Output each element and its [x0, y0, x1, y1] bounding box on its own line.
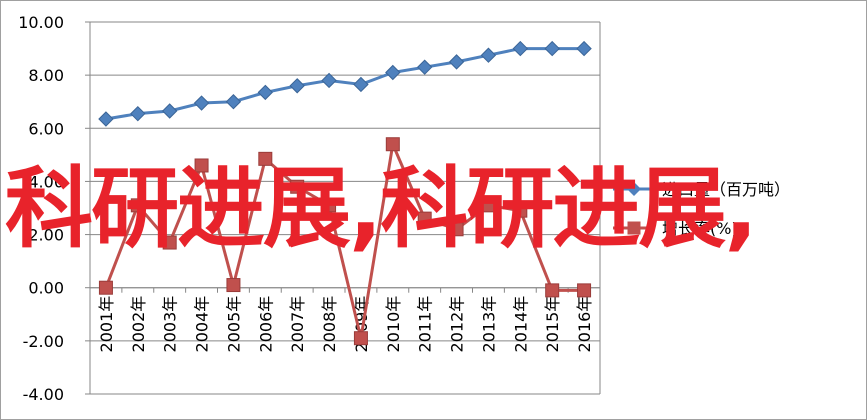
legend-label: 增长率(%) — [662, 219, 738, 238]
series-point — [290, 179, 305, 194]
series-point — [130, 105, 146, 122]
x-tick-label: 2007年 — [288, 296, 307, 353]
x-tick-label: 2012年 — [448, 296, 467, 353]
series-point — [226, 278, 241, 293]
x-tick-label: 2015年 — [543, 296, 562, 353]
series-point — [385, 64, 401, 81]
series-point — [161, 103, 178, 119]
x-tick-label: 2010年 — [384, 296, 403, 353]
y-tick-label: 4.00 — [28, 172, 64, 191]
series-point — [193, 95, 210, 111]
series-point — [98, 111, 114, 127]
series-point — [98, 280, 113, 295]
legend-label: 进口量（百万吨） — [662, 180, 790, 199]
series-point — [480, 47, 497, 63]
legend-marker — [627, 182, 641, 196]
series-point — [417, 211, 432, 226]
series-point — [449, 222, 464, 237]
x-tick-label: 2006年 — [256, 296, 275, 353]
x-tick-label: 2016年 — [575, 296, 594, 353]
y-tick-label: 8.00 — [28, 66, 64, 85]
series-point — [448, 54, 465, 70]
x-tick-label: 2014年 — [511, 296, 530, 353]
series-point — [512, 40, 529, 57]
legend-marker — [627, 221, 641, 235]
overlay-watermark-text: 科研进展,科研进展, — [5, 157, 758, 260]
series-point — [162, 235, 177, 250]
series-point — [225, 94, 242, 110]
series-point — [289, 78, 305, 94]
series-point — [353, 76, 369, 93]
y-tick-label: -2.00 — [23, 332, 64, 351]
series-point — [385, 137, 400, 152]
y-tick-label: 10.00 — [18, 13, 64, 32]
series-point — [576, 40, 592, 57]
series-point — [321, 72, 337, 89]
series-point — [322, 198, 337, 213]
series-point — [577, 283, 592, 298]
y-tick-label: 6.00 — [28, 119, 64, 138]
series-point — [194, 158, 209, 173]
series-point — [257, 84, 274, 101]
series-point — [416, 59, 433, 75]
series-line-1 — [105, 47, 585, 121]
y-tick-label: 2.00 — [28, 226, 64, 245]
x-tick-label: 2008年 — [320, 296, 339, 353]
series-point — [258, 151, 273, 166]
x-tick-label: 2013年 — [479, 296, 498, 353]
x-tick-label: 2011年 — [416, 296, 435, 353]
x-tick-label: 2001年 — [97, 296, 116, 353]
x-tick-label: 2005年 — [224, 296, 243, 353]
y-tick-label: 0.00 — [28, 279, 64, 298]
series-point — [545, 283, 560, 298]
x-tick-label: 2002年 — [129, 296, 148, 353]
series-line-2 — [104, 142, 585, 340]
x-tick-label: 2003年 — [161, 296, 180, 353]
x-tick-label: 2004年 — [193, 296, 212, 353]
series-point — [130, 198, 145, 213]
series-point — [353, 331, 368, 346]
series-point — [481, 198, 496, 213]
series-point — [513, 203, 528, 218]
y-tick-label: -4.00 — [23, 385, 64, 404]
series-point — [544, 40, 560, 57]
